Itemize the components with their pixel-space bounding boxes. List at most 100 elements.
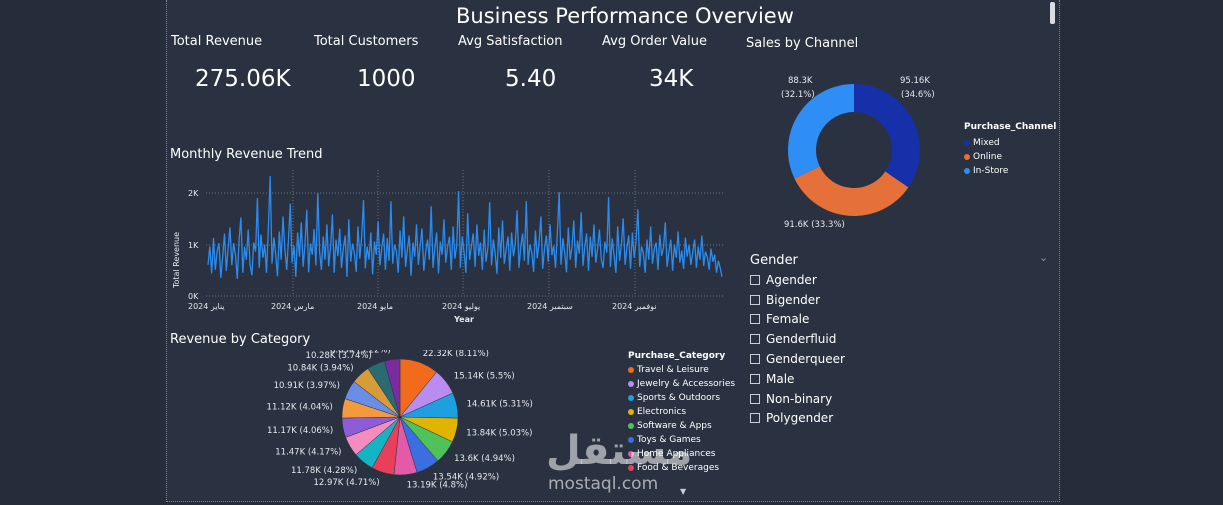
legend-item-online[interactable]: Online bbox=[964, 152, 1056, 162]
gender-option-label: Polygender bbox=[766, 411, 834, 426]
legend-item-home[interactable]: Home Appliances bbox=[628, 449, 735, 459]
gender-option-female[interactable]: Female bbox=[750, 310, 845, 330]
legend-item-mixed[interactable]: Mixed bbox=[964, 138, 1056, 148]
channel-label-mixed-value: 95.16K bbox=[900, 76, 930, 86]
donut-slice-mixed[interactable] bbox=[854, 84, 920, 188]
legend-dot bbox=[964, 168, 970, 174]
pie-data-label: 10.84K (3.94%) bbox=[287, 363, 353, 373]
legend-scroll-down-icon[interactable]: ▼ bbox=[680, 487, 687, 496]
kpi-total-customers-value: 1000 bbox=[357, 66, 416, 92]
legend-label: Software & Apps bbox=[637, 421, 712, 431]
legend-item-electronics[interactable]: Electronics bbox=[628, 407, 735, 417]
channel-legend-title: Purchase_Channel bbox=[964, 122, 1057, 132]
gender-option-label: Male bbox=[766, 371, 795, 386]
category-legend: Purchase_Category Travel & Leisure Jewel… bbox=[628, 351, 735, 473]
legend-dot bbox=[628, 367, 634, 373]
kpi-avg-satisfaction-value: 5.40 bbox=[505, 66, 557, 92]
legend-dot bbox=[964, 140, 970, 146]
checkbox[interactable] bbox=[750, 294, 760, 305]
checkbox[interactable] bbox=[750, 373, 760, 384]
gender-slicer: Agender Bigender Female Genderfluid Gend… bbox=[750, 270, 845, 428]
category-chart-title: Revenue by Category bbox=[170, 332, 311, 347]
donut-slice-in-store[interactable] bbox=[788, 84, 854, 179]
legend-label: Food & Beverages bbox=[637, 463, 720, 473]
gender-option-male[interactable]: Male bbox=[750, 369, 845, 389]
channel-label-online: 91.6K (33.3%) bbox=[784, 220, 845, 230]
x-tick-2: مايو 2024 bbox=[357, 302, 393, 311]
legend-dot bbox=[628, 437, 634, 443]
channel-chart-title: Sales by Channel bbox=[746, 36, 859, 51]
legend-dot bbox=[964, 154, 970, 160]
legend-label: In-Store bbox=[973, 166, 1009, 176]
legend-item-jewelry[interactable]: Jewelry & Accessories bbox=[628, 379, 735, 389]
checkbox[interactable] bbox=[750, 393, 760, 404]
checkbox[interactable] bbox=[750, 413, 760, 424]
x-tick-4: سبتمبر 2024 bbox=[527, 302, 573, 311]
legend-item-travel[interactable]: Travel & Leisure bbox=[628, 365, 735, 375]
donut-slice-online[interactable] bbox=[794, 166, 909, 216]
checkbox[interactable] bbox=[750, 274, 760, 285]
legend-item-toys[interactable]: Toys & Games bbox=[628, 435, 735, 445]
pie-data-label: 13.19K (4.8%) bbox=[407, 481, 468, 491]
trend-x-axis-label: Year bbox=[453, 315, 474, 324]
gender-option-bigender[interactable]: Bigender bbox=[750, 290, 845, 310]
revenue-trend-series bbox=[207, 175, 723, 279]
page-title: Business Performance Overview bbox=[456, 4, 794, 28]
gender-option-label: Genderfluid bbox=[766, 332, 837, 347]
category-pie-chart: 22.32K (8.11%) 15.14K (5.5%) 14.61K (5.31%… bbox=[267, 350, 533, 491]
legend-item-instore[interactable]: In-Store bbox=[964, 166, 1056, 176]
legend-label: Electronics bbox=[637, 407, 687, 417]
gender-option-genderqueer[interactable]: Genderqueer bbox=[750, 349, 845, 369]
legend-dot bbox=[628, 451, 634, 457]
gender-option-label: Female bbox=[766, 312, 810, 327]
y-tick-0: 0K bbox=[188, 292, 199, 301]
pie-data-label: 8.85K (3.22%) bbox=[330, 350, 391, 356]
watermark-arabic: مستقل bbox=[546, 428, 693, 474]
legend-label: Toys & Games bbox=[637, 435, 701, 445]
kpi-total-customers-label: Total Customers bbox=[314, 34, 419, 49]
legend-label: Online bbox=[973, 152, 1003, 162]
legend-item-food[interactable]: Food & Beverages bbox=[628, 463, 735, 473]
trend-chart-title: Monthly Revenue Trend bbox=[170, 147, 323, 162]
revenue-trend-chart: Total Revenue 0K 1K 2K يناير 2024 مارس 2… bbox=[172, 170, 724, 324]
legend-dot bbox=[628, 381, 634, 387]
legend-dot bbox=[628, 409, 634, 415]
checkbox[interactable] bbox=[750, 314, 760, 325]
legend-dot bbox=[628, 465, 634, 471]
kpi-avg-satisfaction-label: Avg Satisfaction bbox=[458, 34, 563, 49]
pie-data-label: 10.91K (3.97%) bbox=[274, 381, 340, 391]
gender-option-agender[interactable]: Agender bbox=[750, 270, 845, 290]
legend-item-software[interactable]: Software & Apps bbox=[628, 421, 735, 431]
pie-data-label: 13.6K (4.94%) bbox=[454, 454, 515, 464]
kpi-avg-order-value-value: 34K bbox=[649, 66, 694, 92]
category-legend-title: Purchase_Category bbox=[628, 351, 726, 361]
legend-label: Travel & Leisure bbox=[637, 365, 709, 375]
kpi-total-revenue-value: 275.06K bbox=[195, 66, 291, 92]
kpi-avg-order-value-label: Avg Order Value bbox=[602, 34, 707, 49]
legend-label: Home Appliances bbox=[637, 449, 716, 459]
gender-option-label: Bigender bbox=[766, 292, 821, 307]
pie-data-label: 15.14K (5.5%) bbox=[454, 371, 515, 381]
watermark-latin: mostaql.com bbox=[548, 474, 659, 494]
gender-option-genderfluid[interactable]: Genderfluid bbox=[750, 329, 845, 349]
pie-slice[interactable] bbox=[384, 358, 401, 418]
gender-option-non-binary[interactable]: Non-binary bbox=[750, 389, 845, 409]
gender-slicer-title: Gender bbox=[750, 253, 798, 268]
pie-data-label: 12.97K (4.71%) bbox=[313, 478, 379, 488]
channel-label-mixed-pct: (34.6%) bbox=[901, 90, 935, 100]
pie-data-label: 14.61K (5.31%) bbox=[467, 399, 533, 409]
checkbox[interactable] bbox=[750, 334, 760, 345]
x-tick-1: مارس 2024 bbox=[271, 302, 314, 311]
channel-label-instore-pct: (32.1%) bbox=[781, 90, 815, 100]
gender-option-polygender[interactable]: Polygender bbox=[750, 409, 845, 429]
legend-label: Jewelry & Accessories bbox=[637, 379, 736, 389]
legend-item-sports[interactable]: Sports & Outdoors bbox=[628, 393, 735, 403]
checkbox[interactable] bbox=[750, 354, 760, 365]
legend-dot bbox=[628, 423, 634, 429]
x-tick-0: يناير 2024 bbox=[188, 302, 225, 311]
chevron-down-icon[interactable]: ⌄ bbox=[1039, 251, 1049, 264]
pie-data-label: 22.32K (8.11%) bbox=[423, 350, 489, 359]
vertical-scrollbar[interactable] bbox=[1050, 2, 1055, 24]
pie-data-label: 11.17K (4.06%) bbox=[267, 426, 333, 436]
pie-data-label: 13.54K (4.92%) bbox=[433, 473, 499, 483]
